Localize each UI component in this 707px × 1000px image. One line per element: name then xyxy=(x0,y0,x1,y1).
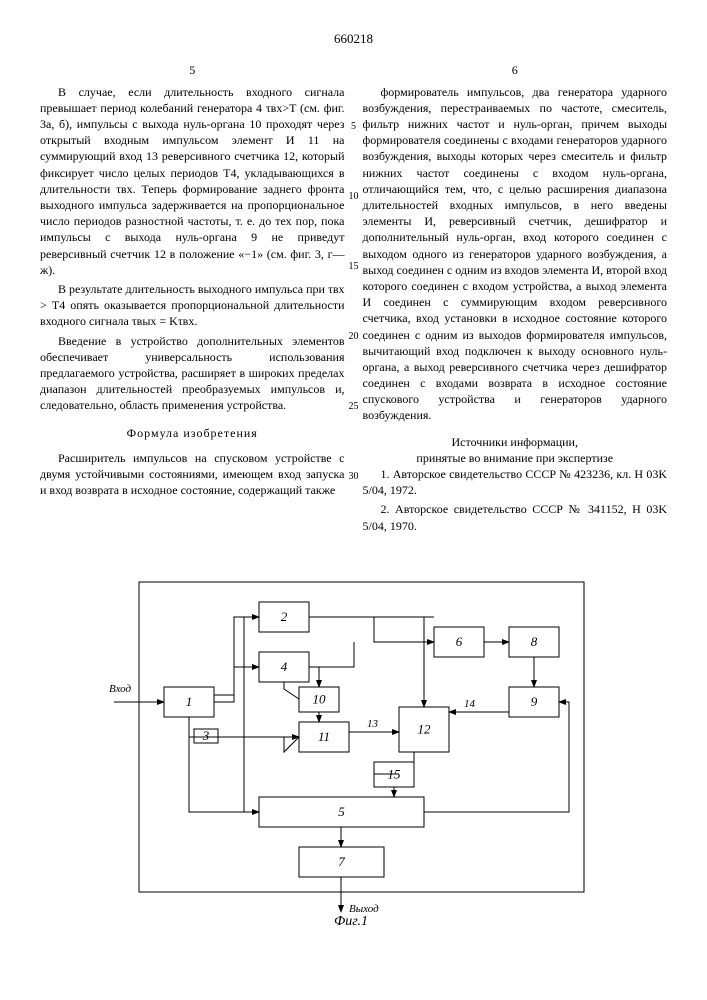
paragraph: формирователь импульсов, два генератора … xyxy=(363,84,668,424)
left-column: 5 В случае, если длительность входного с… xyxy=(40,62,345,537)
block-label-7: 7 xyxy=(338,854,345,869)
source-ref: 2. Авторское свидетельство СССР № 341152… xyxy=(363,501,668,533)
sources-subheading: принятые во внимание при экспертизе xyxy=(363,450,668,466)
block-label-11: 11 xyxy=(317,729,329,744)
column-number-right: 6 xyxy=(363,62,668,78)
formula-heading: Формула изобретения xyxy=(40,425,345,441)
block-label-2: 2 xyxy=(280,609,287,624)
document-number: 660218 xyxy=(40,30,667,48)
line-number: 5 xyxy=(351,120,356,134)
edge-label-13: 13 xyxy=(367,718,379,730)
block-label-12: 12 xyxy=(417,721,431,736)
line-number: 10 xyxy=(349,190,359,204)
block-label-10: 10 xyxy=(312,691,326,706)
paragraph: В случае, если длительность входного сиг… xyxy=(40,84,345,278)
block-label-1: 1 xyxy=(185,694,192,709)
column-number-left: 5 xyxy=(40,62,345,78)
line-number: 25 xyxy=(349,400,359,414)
block-diagram: 12345678910111215 xyxy=(40,557,667,931)
sources-heading: Источники информации, xyxy=(363,434,668,450)
block-label-9: 9 xyxy=(530,694,537,709)
right-column: 6 формирователь импульсов, два генератор… xyxy=(363,62,668,537)
figure-caption: Фиг.1 xyxy=(334,914,368,927)
block-label-5: 5 xyxy=(338,804,345,819)
source-ref: 1. Авторское свидетельство СССР № 423236… xyxy=(363,466,668,498)
paragraph: Расширитель импульсов на спусковом устро… xyxy=(40,450,345,499)
text-body: 5 10 15 20 25 30 5 В случае, если длител… xyxy=(40,62,667,537)
block-label-4: 4 xyxy=(280,659,287,674)
block-label-6: 6 xyxy=(455,634,462,649)
paragraph: Введение в устройство дополнительных эле… xyxy=(40,333,345,414)
block-label-3: 3 xyxy=(201,728,209,743)
paragraph: В результате длительность выходного импу… xyxy=(40,281,345,330)
edge-label-14: 14 xyxy=(464,698,476,710)
line-number: 20 xyxy=(349,330,359,344)
input-label: Вход xyxy=(109,683,132,695)
block-label-8: 8 xyxy=(530,634,537,649)
line-number: 30 xyxy=(349,470,359,484)
line-number: 15 xyxy=(349,260,359,274)
